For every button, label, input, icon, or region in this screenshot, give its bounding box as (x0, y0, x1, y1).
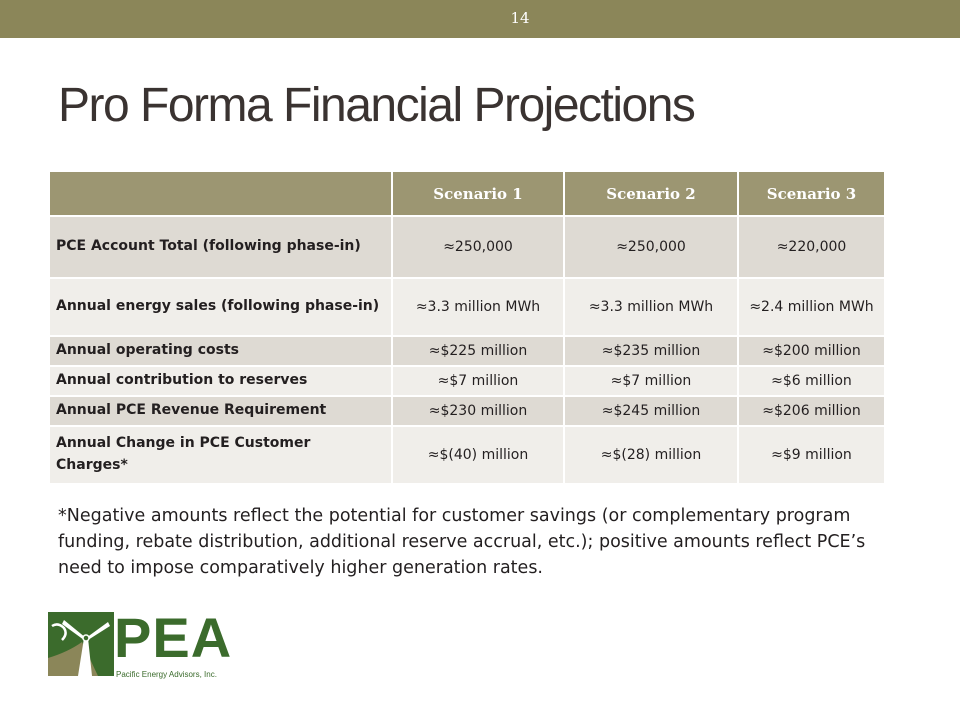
row-label: Annual contribution to reserves (48, 365, 393, 397)
top-bar: 14 (0, 0, 960, 38)
row-value: ≈$6 million (737, 365, 886, 397)
footnote: *Negative amounts reflect the potential … (58, 506, 866, 578)
row-value: ≈$235 million (563, 335, 739, 367)
header-cell-empty (48, 170, 393, 217)
row-label: Annual Change in PCE Customer Charges* (48, 425, 393, 485)
slide-title: Pro Forma Financial Projections (58, 79, 696, 132)
row-label: Annual energy sales (following phase-in) (48, 277, 393, 337)
row-value: ≈250,000 (391, 215, 565, 279)
row-value: ≈$7 million (391, 365, 565, 397)
row-value: ≈$(40) million (391, 425, 565, 485)
row-value: ≈3.3 million MWh (391, 277, 565, 337)
row-value: ≈$7 million (563, 365, 739, 397)
row-label: Annual operating costs (48, 335, 393, 367)
row-value: ≈2.4 million MWh (737, 277, 886, 337)
projections-table: Scenario 1 Scenario 2 Scenario 3 PCE Acc… (48, 170, 886, 485)
header-row: Scenario 1 Scenario 2 Scenario 3 (48, 170, 886, 217)
table-row: Annual operating costs ≈$225 million ≈$2… (48, 335, 886, 367)
row-value: ≈3.3 million MWh (563, 277, 739, 337)
row-value: ≈220,000 (737, 215, 886, 279)
logo-subtitle: Pacific Energy Advisors, Inc. (116, 670, 217, 679)
logo-wordmark: PEA (114, 606, 233, 669)
row-value: ≈$245 million (563, 395, 739, 427)
page-number: 14 (510, 9, 530, 27)
header-scenario-3: Scenario 3 (737, 170, 886, 217)
row-label: PCE Account Total (following phase-in) (48, 215, 393, 279)
row-value: ≈250,000 (563, 215, 739, 279)
row-value: ≈$200 million (737, 335, 886, 367)
pea-logo: PEA Pacific Energy Advisors, Inc. (48, 606, 238, 682)
table-row: Annual Change in PCE Customer Charges* ≈… (48, 425, 886, 485)
table-row: Annual PCE Revenue Requirement ≈$230 mil… (48, 395, 886, 427)
table-row: Annual contribution to reserves ≈$7 mill… (48, 365, 886, 397)
row-value: ≈$(28) million (563, 425, 739, 485)
row-value: ≈$230 million (391, 395, 565, 427)
table-row: PCE Account Total (following phase-in) ≈… (48, 215, 886, 279)
header-scenario-2: Scenario 2 (563, 170, 739, 217)
row-label: Annual PCE Revenue Requirement (48, 395, 393, 427)
row-value: ≈$225 million (391, 335, 565, 367)
row-value: ≈$9 million (737, 425, 886, 485)
header-scenario-1: Scenario 1 (391, 170, 565, 217)
windmill-icon (48, 612, 114, 676)
row-value: ≈$206 million (737, 395, 886, 427)
table-row: Annual energy sales (following phase-in)… (48, 277, 886, 337)
